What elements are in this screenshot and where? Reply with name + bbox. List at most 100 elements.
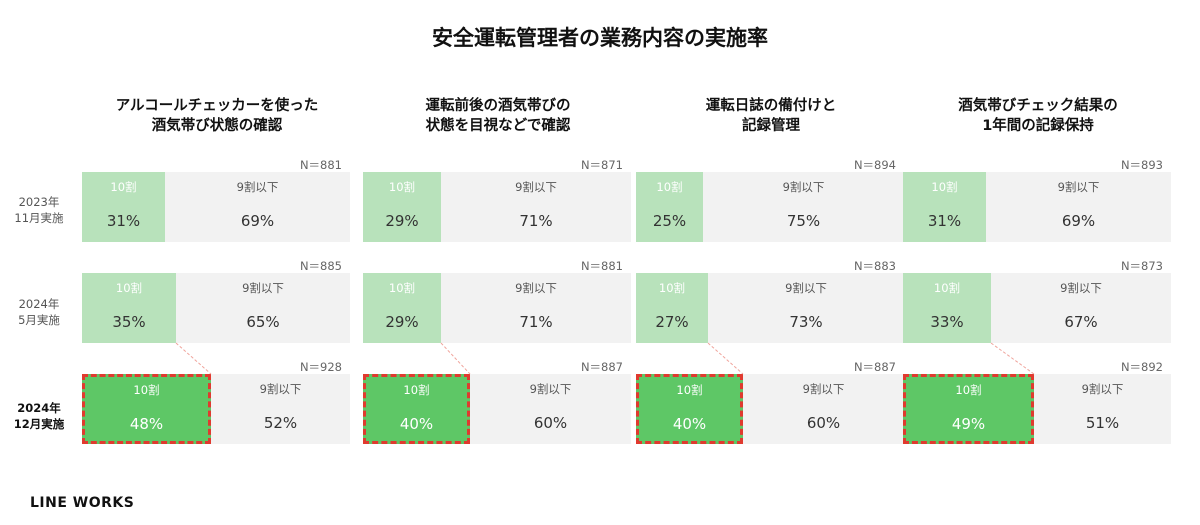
column-title: 運転日誌の備付けと 記録管理 bbox=[636, 96, 906, 136]
data-label: 33% bbox=[930, 313, 964, 331]
row-label: 2024年 12月実施 bbox=[4, 400, 74, 432]
data-label: 65% bbox=[246, 313, 280, 331]
stacked-bar-panel: N＝873 10割 33% 9割以下 67% bbox=[903, 258, 1171, 343]
data-label: 67% bbox=[1064, 313, 1098, 331]
bar-segment-10wari: 10割 31% bbox=[82, 172, 165, 242]
column-title: アルコールチェッカーを使った 酒気帯び状態の確認 bbox=[82, 96, 352, 136]
sample-size-label: N＝928 bbox=[299, 360, 342, 374]
segment-label: 9割以下 bbox=[1057, 180, 1100, 194]
sample-size-label: N＝893 bbox=[1120, 158, 1163, 172]
bar-segment-9wari-ika: 9割以下 60% bbox=[743, 374, 904, 444]
bar-track: 10割 25% 9割以下 75% bbox=[636, 172, 904, 242]
chart-title: 安全運転管理者の業務内容の実施率 bbox=[432, 26, 768, 50]
segment-label: 10割 bbox=[110, 180, 137, 194]
data-label: 29% bbox=[385, 212, 419, 230]
sample-size-label: N＝887 bbox=[580, 360, 623, 374]
bar-track: 10割 29% 9割以下 71% bbox=[363, 172, 631, 242]
segment-label: 10割 bbox=[931, 180, 958, 194]
row-label: 2024年 5月実施 bbox=[4, 296, 74, 328]
bar-segment-9wari-ika: 9割以下 60% bbox=[470, 374, 631, 444]
sample-size-label: N＝871 bbox=[580, 158, 623, 172]
bar-track: 10割 29% 9割以下 71% bbox=[363, 273, 631, 343]
data-label: 60% bbox=[806, 414, 841, 432]
data-label: 29% bbox=[385, 313, 419, 331]
data-label: 75% bbox=[786, 212, 821, 230]
segment-label: 9割以下 bbox=[515, 281, 557, 295]
bar-track: 10割 31% 9割以下 69% bbox=[903, 172, 1171, 242]
segment-label: 10割 bbox=[133, 383, 160, 397]
bar-track: 10割 33% 9割以下 67% bbox=[903, 273, 1171, 343]
bar-segment-10wari: 10割 35% bbox=[82, 273, 176, 343]
segment-label: 10割 bbox=[656, 180, 683, 194]
bar-segment-10wari: 10割 27% bbox=[636, 273, 708, 343]
segment-label: 9割以下 bbox=[515, 180, 557, 194]
bar-track: 10割 48% 9割以下 52% bbox=[82, 374, 350, 444]
stacked-bar-panel: N＝881 10割 29% 9割以下 71% bbox=[363, 258, 631, 343]
segment-label: 9割以下 bbox=[259, 382, 302, 396]
column-title-line: 酒気帯びチェック結果の bbox=[958, 98, 1118, 114]
segment-label: 10割 bbox=[933, 281, 961, 295]
bar-segment-9wari-ika: 9割以下 69% bbox=[986, 172, 1171, 242]
bar-segment-10wari: 10割 40% bbox=[636, 374, 743, 444]
data-label: 40% bbox=[672, 415, 707, 433]
stacked-bar-panel: N＝881 10割 31% 9割以下 69% bbox=[82, 157, 350, 242]
segment-label: 10割 bbox=[115, 281, 143, 295]
bar-segment-9wari-ika: 9割以下 75% bbox=[703, 172, 904, 242]
bar-segment-10wari: 10割 33% bbox=[903, 273, 991, 343]
column-title: 運転前後の酒気帯びの 状態を目視などで確認 bbox=[363, 96, 633, 136]
bar-segment-9wari-ika: 9割以下 52% bbox=[211, 374, 350, 444]
data-label: 35% bbox=[112, 313, 146, 331]
bar-segment-9wari-ika: 9割以下 73% bbox=[708, 273, 904, 343]
data-label: 69% bbox=[240, 212, 275, 230]
data-label: 27% bbox=[655, 313, 689, 331]
sample-size-label: N＝885 bbox=[299, 259, 342, 273]
data-label: 25% bbox=[652, 212, 687, 230]
bar-track: 10割 35% 9割以下 65% bbox=[82, 273, 350, 343]
data-label: 40% bbox=[399, 415, 434, 433]
bar-segment-10wari: 10割 29% bbox=[363, 273, 441, 343]
stacked-bar-panel: N＝928 10割 48% 9割以下 52% bbox=[82, 359, 350, 444]
stacked-bar-panel: N＝887 10割 40% 9割以下 60% bbox=[363, 359, 631, 444]
line-works-logo: LINE WORKS bbox=[30, 495, 135, 511]
segment-label: 9割以下 bbox=[785, 281, 827, 295]
data-label: 31% bbox=[927, 212, 962, 230]
row-label-line: 11月実施 bbox=[14, 211, 64, 225]
segment-label: 9割以下 bbox=[1081, 382, 1124, 396]
stacked-bar-panel: N＝871 10割 29% 9割以下 71% bbox=[363, 157, 631, 242]
stacked-bar-panel: N＝883 10割 27% 9割以下 73% bbox=[636, 258, 904, 343]
row-label: 2023年 11月実施 bbox=[4, 194, 74, 226]
bar-segment-9wari-ika: 9割以下 71% bbox=[441, 172, 631, 242]
bar-segment-9wari-ika: 9割以下 51% bbox=[1034, 374, 1171, 444]
data-label: 49% bbox=[951, 415, 986, 433]
column-title-line: 酒気帯び状態の確認 bbox=[151, 118, 283, 134]
row-label-line: 2024年 bbox=[17, 401, 61, 415]
segment-label: 9割以下 bbox=[782, 180, 825, 194]
bar-segment-10wari: 10割 25% bbox=[636, 172, 703, 242]
bar-segment-10wari: 10割 40% bbox=[363, 374, 470, 444]
stacked-bar-panel: N＝894 10割 25% 9割以下 75% bbox=[636, 157, 904, 242]
bar-track: 10割 49% 9割以下 51% bbox=[903, 374, 1171, 444]
segment-label: 9割以下 bbox=[1060, 281, 1102, 295]
sample-size-label: N＝881 bbox=[580, 259, 623, 273]
data-label: 52% bbox=[263, 414, 298, 432]
stacked-bar-panel: N＝893 10割 31% 9割以下 69% bbox=[903, 157, 1171, 242]
row-label-line: 2024年 bbox=[18, 297, 60, 311]
row-label-line: 2023年 bbox=[18, 195, 60, 209]
data-label: 71% bbox=[519, 313, 553, 331]
data-label: 51% bbox=[1085, 414, 1120, 432]
data-label: 60% bbox=[533, 414, 568, 432]
bar-segment-9wari-ika: 9割以下 71% bbox=[441, 273, 631, 343]
segment-label: 10割 bbox=[403, 383, 430, 397]
segment-label: 10割 bbox=[658, 281, 686, 295]
data-label: 48% bbox=[129, 415, 164, 433]
data-label: 69% bbox=[1061, 212, 1096, 230]
sample-size-label: N＝883 bbox=[853, 259, 896, 273]
column-title-line: 状態を目視などで確認 bbox=[425, 118, 571, 134]
segment-label: 10割 bbox=[388, 281, 416, 295]
bar-segment-9wari-ika: 9割以下 69% bbox=[165, 172, 350, 242]
bar-segment-9wari-ika: 9割以下 65% bbox=[176, 273, 350, 343]
bar-track: 10割 40% 9割以下 60% bbox=[636, 374, 904, 444]
segment-label: 9割以下 bbox=[529, 382, 572, 396]
stacked-bar-panel: N＝885 10割 35% 9割以下 65% bbox=[82, 258, 350, 343]
segment-label: 10割 bbox=[955, 383, 982, 397]
